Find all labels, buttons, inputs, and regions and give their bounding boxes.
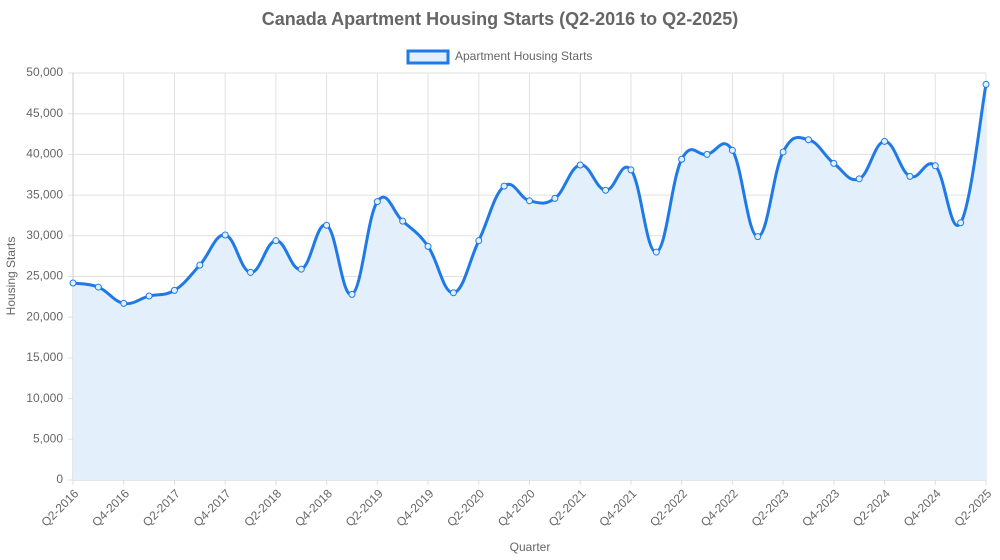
x-tick-label: Q4-2018	[292, 486, 335, 529]
point	[728, 146, 736, 154]
point	[475, 237, 483, 245]
point	[906, 172, 914, 180]
chart-title: Canada Apartment Housing Starts (Q2-2016…	[262, 9, 738, 29]
point	[120, 299, 128, 307]
y-tick-label: 0	[56, 472, 63, 486]
x-tick-label: Q2-2022	[647, 486, 690, 529]
point	[500, 182, 508, 190]
x-tick-label: Q2-2017	[140, 486, 183, 529]
y-tick-label: 25,000	[26, 269, 63, 283]
point	[804, 136, 812, 144]
point	[424, 242, 432, 250]
x-tick-label: Q2-2020	[444, 486, 487, 529]
point	[576, 161, 584, 169]
point	[348, 290, 356, 298]
point	[881, 137, 889, 145]
x-tick-label: Q2-2018	[241, 486, 284, 529]
point	[779, 148, 787, 156]
y-tick-label: 5,000	[33, 431, 63, 445]
point	[678, 155, 686, 163]
point	[957, 219, 965, 227]
point	[526, 197, 533, 205]
y-tick-label: 30,000	[26, 228, 63, 242]
point	[373, 198, 381, 206]
point	[221, 231, 229, 239]
point	[627, 166, 635, 174]
y-tick-label: 45,000	[26, 106, 63, 120]
x-tick-label: Q4-2021	[596, 486, 639, 529]
point	[982, 80, 990, 88]
x-axis-title: Quarter	[510, 540, 551, 554]
y-tick-label: 10,000	[26, 391, 63, 405]
x-tick-label: Q2-2021	[546, 486, 589, 529]
point	[703, 150, 711, 158]
point	[272, 237, 280, 245]
x-tick-label: Q2-2019	[343, 486, 386, 529]
area	[73, 84, 986, 481]
point	[652, 248, 660, 256]
point	[449, 289, 457, 297]
y-tick-label: 50,000	[26, 65, 63, 79]
line	[72, 84, 988, 306]
point	[170, 286, 178, 294]
y-tick-label: 15,000	[26, 350, 63, 364]
point	[754, 233, 762, 241]
x-tick-label: Q2-2024	[850, 486, 893, 529]
x-tick-label: Q4-2024	[901, 486, 944, 529]
x-tick-label: Q2-2025	[951, 486, 994, 529]
point	[196, 261, 204, 269]
point	[323, 221, 331, 229]
legend-swatch[interactable]	[406, 49, 450, 65]
x-tick-label: Q4-2016	[89, 486, 132, 529]
point	[602, 186, 610, 194]
x-tick-label: Q2-2023	[749, 486, 792, 529]
x-tick-label: Q4-2022	[698, 486, 741, 529]
x-tick-label: Q4-2017	[191, 486, 234, 529]
point	[69, 279, 77, 287]
y-tick-label: 20,000	[26, 309, 63, 323]
point	[931, 162, 939, 170]
x-tick-label: Q4-2020	[495, 486, 538, 529]
point	[145, 292, 153, 300]
legend-label[interactable]: Apartment Housing Starts	[455, 49, 592, 63]
point	[551, 194, 559, 202]
y-tick-label: 35,000	[26, 187, 63, 201]
x-tick-label: Q2-2016	[38, 486, 81, 529]
x-tick-label: Q4-2023	[799, 486, 842, 529]
point	[94, 283, 102, 291]
x-tick-label: Q4-2019	[393, 486, 436, 529]
point	[297, 265, 305, 273]
y-tick-label: 40,000	[26, 147, 63, 161]
point	[399, 217, 407, 225]
point	[830, 159, 838, 167]
y-axis-title: Housing Starts	[4, 237, 18, 316]
point	[247, 268, 255, 276]
point	[855, 175, 863, 183]
